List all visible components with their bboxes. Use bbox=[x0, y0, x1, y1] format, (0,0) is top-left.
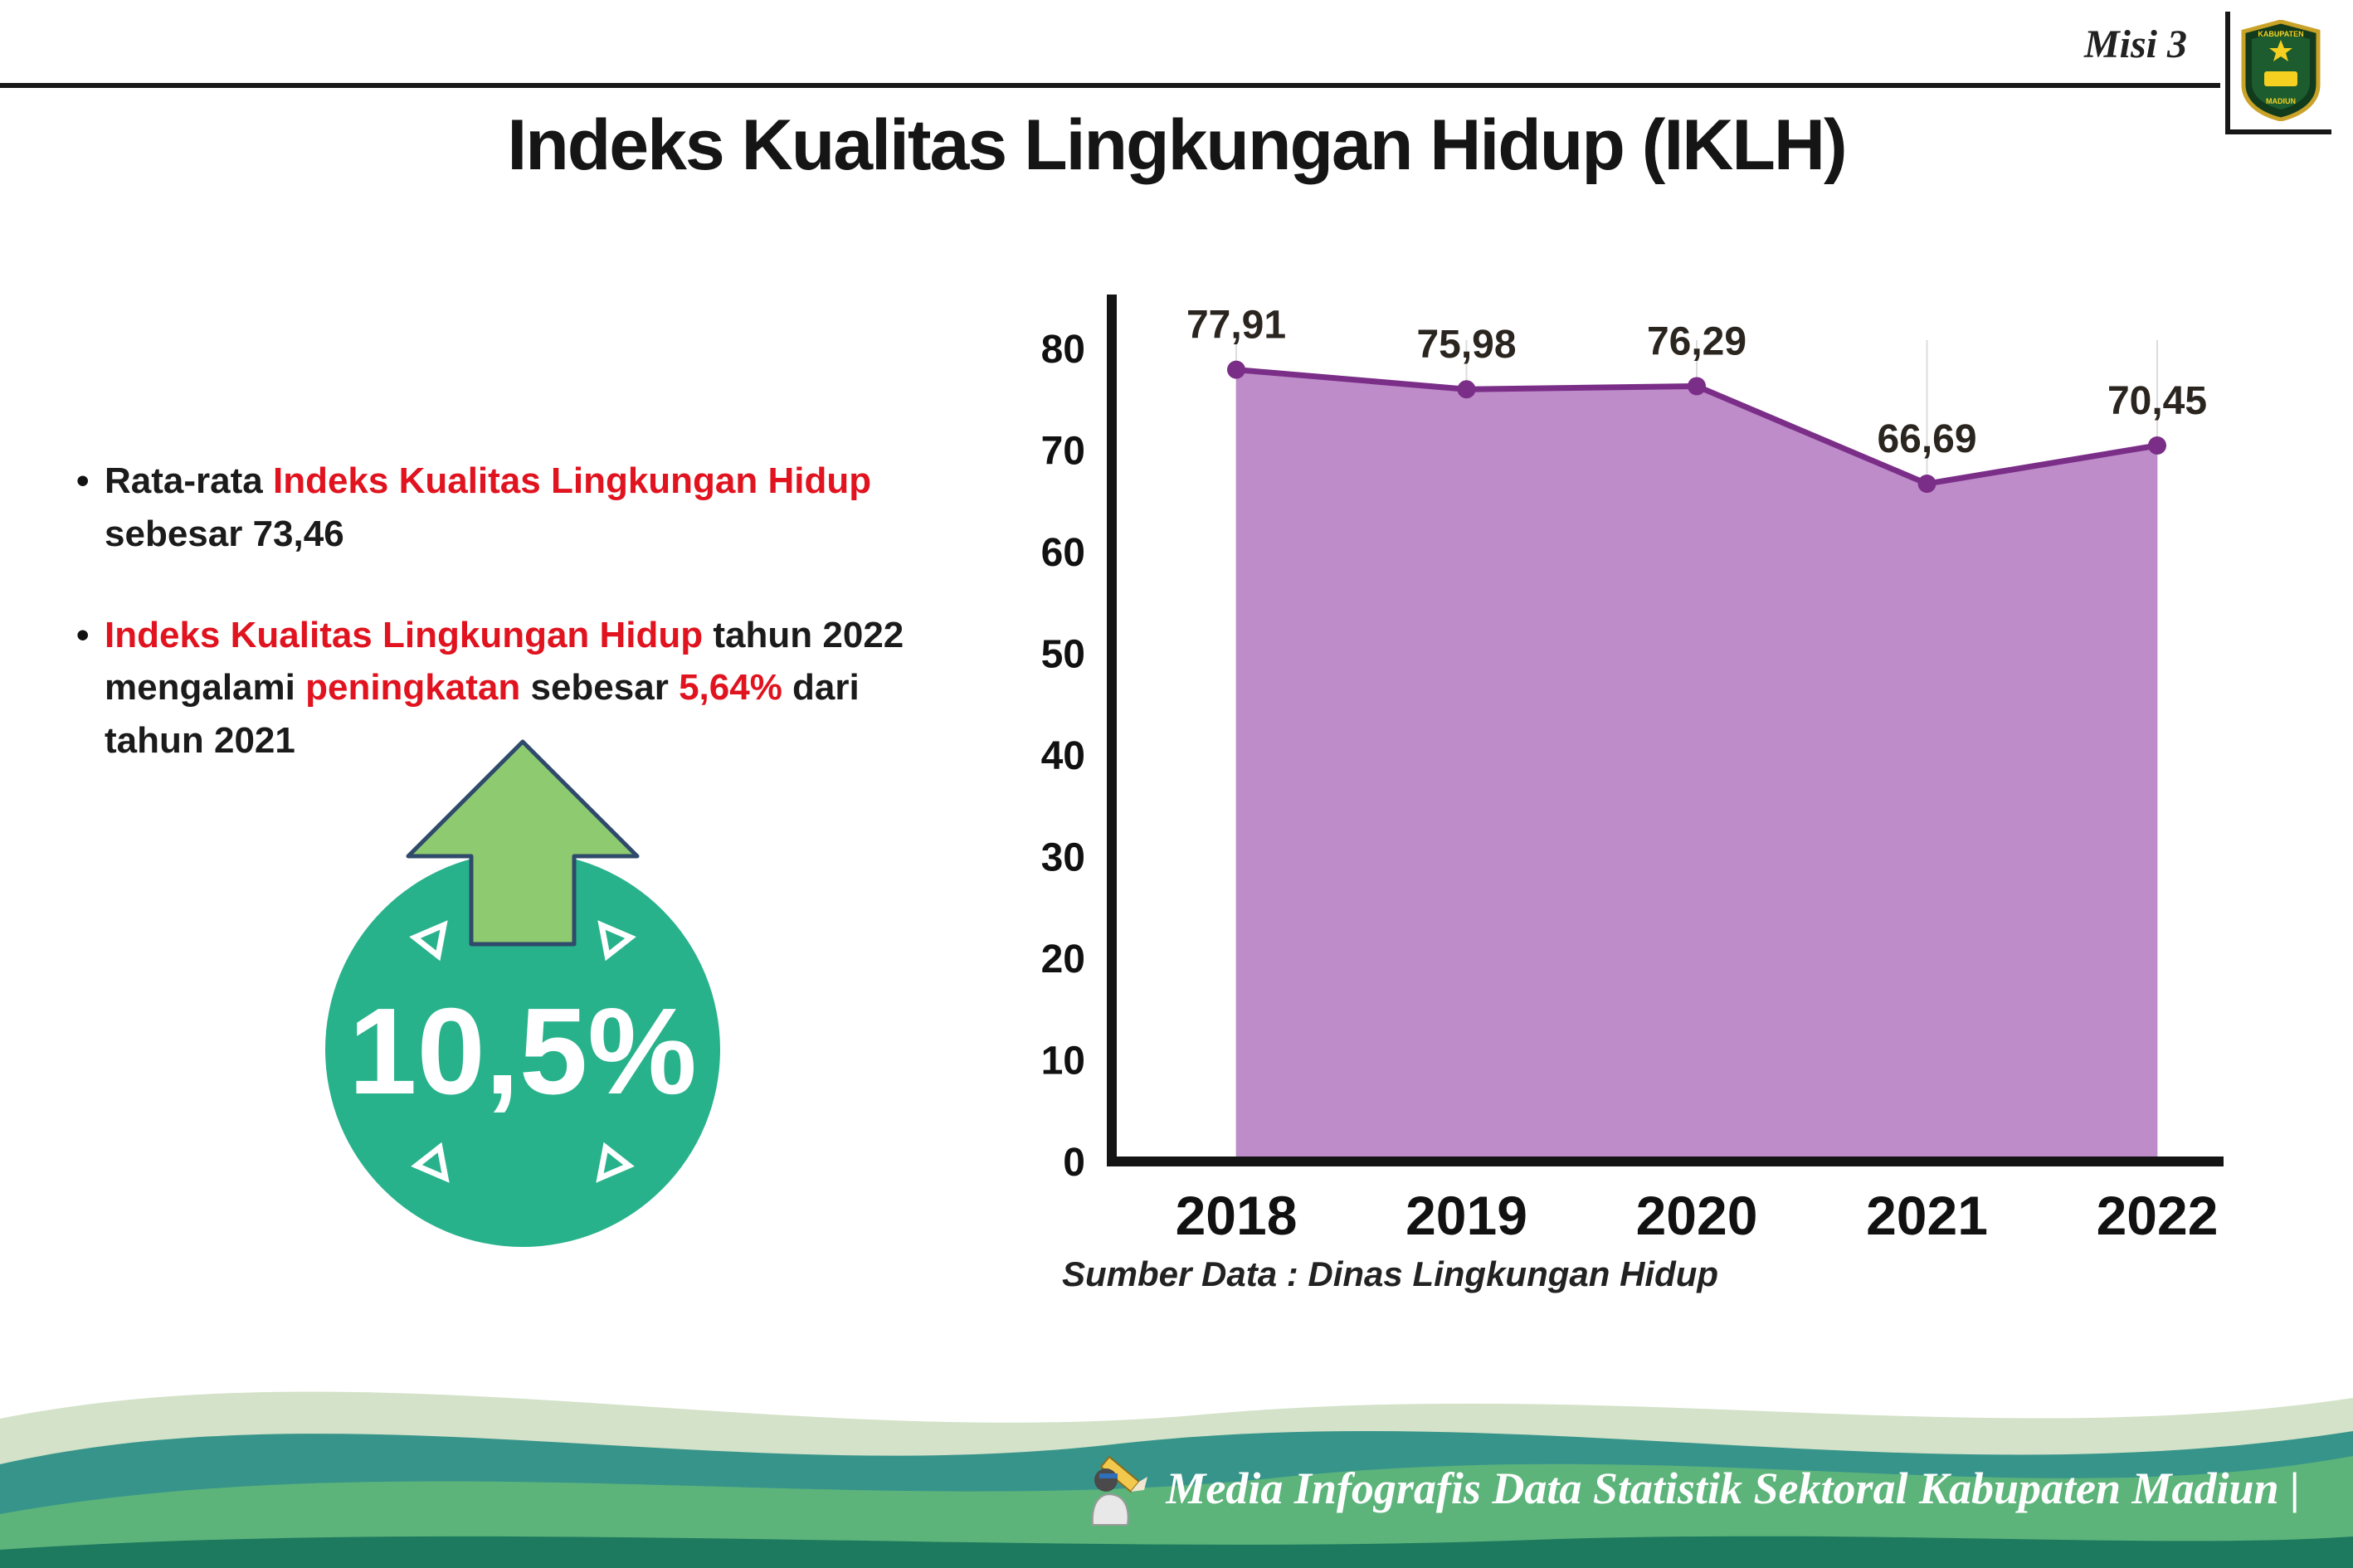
svg-text:40: 40 bbox=[1041, 734, 1085, 778]
svg-text:20: 20 bbox=[1041, 937, 1085, 981]
svg-text:77,91: 77,91 bbox=[1186, 304, 1286, 348]
note-text-highlight: peningkatan bbox=[305, 667, 521, 709]
svg-text:70,45: 70,45 bbox=[2107, 379, 2207, 423]
note-text-highlight: 5,64% bbox=[679, 667, 782, 709]
svg-text:50: 50 bbox=[1041, 633, 1085, 677]
increase-badge: 10,5% bbox=[315, 730, 730, 1261]
svg-text:2020: 2020 bbox=[1636, 1185, 1758, 1246]
header-divider bbox=[0, 83, 2220, 88]
note-average-iklh: Rata-rata Indeks Kualitas Lingkungan Hid… bbox=[76, 455, 948, 561]
svg-text:76,29: 76,29 bbox=[1647, 319, 1746, 363]
svg-text:70: 70 bbox=[1041, 430, 1085, 474]
note-text-highlight: Indeks Kualitas Lingkungan Hidup bbox=[272, 460, 872, 501]
svg-text:66,69: 66,69 bbox=[1877, 417, 1976, 461]
svg-text:0: 0 bbox=[1063, 1141, 1085, 1185]
kabupaten-madiun-logo: KABUPATEN MADIUN bbox=[2225, 12, 2331, 134]
notes-panel: Rata-rata Indeks Kualitas Lingkungan Hid… bbox=[76, 455, 948, 816]
svg-text:10: 10 bbox=[1041, 1040, 1085, 1083]
page-title: Indeks Kualitas Lingkungan Hidup (IKLH) bbox=[507, 105, 1847, 185]
note-text: dari tahun 2021 bbox=[105, 667, 860, 762]
footer-caption: Media Infografis Data Statistik Sektoral… bbox=[1081, 1449, 2300, 1528]
svg-text:75,98: 75,98 bbox=[1416, 323, 1516, 367]
footer-wave-decoration bbox=[0, 1391, 2353, 1568]
note-text: sebesar bbox=[520, 667, 680, 709]
svg-text:80: 80 bbox=[1041, 328, 1085, 372]
svg-text:30: 30 bbox=[1041, 836, 1085, 880]
svg-text:2022: 2022 bbox=[2097, 1185, 2219, 1246]
note-text: Rata-rata bbox=[105, 460, 273, 501]
chart-source-caption: Sumber Data : Dinas Lingkungan Hidup bbox=[1062, 1254, 1719, 1293]
badge-value: 10,5% bbox=[348, 983, 697, 1120]
footer-caption-text: Media Infografis Data Statistik Sektoral… bbox=[1166, 1463, 2300, 1513]
note-text-highlight: Indeks Kualitas Lingkungan Hidup bbox=[105, 614, 704, 655]
iklh-area-chart: 77,91 75,98 76,29 66,69 70,45 0 10 20 30 40 50 60 70… bbox=[1041, 295, 2224, 1246]
misi-label: Misi 3 bbox=[2083, 22, 2187, 66]
mascot-icon bbox=[1092, 1455, 1148, 1526]
iklh-chart-container: 77,91 75,98 76,29 66,69 70,45 0 10 20 30 40 50 60 70… bbox=[954, 249, 2248, 1294]
svg-text:2019: 2019 bbox=[1405, 1185, 1527, 1246]
badge-triangle-decorations bbox=[409, 920, 636, 1183]
svg-text:60: 60 bbox=[1041, 531, 1085, 575]
note-text: sebesar 73,46 bbox=[105, 513, 344, 554]
logo-text-top: KABUPATEN bbox=[2258, 30, 2303, 38]
svg-text:2021: 2021 bbox=[1866, 1185, 1988, 1246]
note-text: tahun 2022 mengalami bbox=[105, 614, 904, 709]
increase-badge-graphic: 10,5% bbox=[325, 739, 720, 1247]
svg-text:2018: 2018 bbox=[1176, 1185, 1298, 1246]
up-arrow-icon bbox=[406, 739, 640, 947]
logo-text-bottom: MADIUN bbox=[2266, 97, 2296, 105]
crest-icon: KABUPATEN MADIUN bbox=[2241, 20, 2321, 121]
note-increase-2022: Indeks Kualitas Lingkungan Hidup tahun 2… bbox=[76, 609, 948, 767]
badge-circle bbox=[325, 852, 720, 1247]
